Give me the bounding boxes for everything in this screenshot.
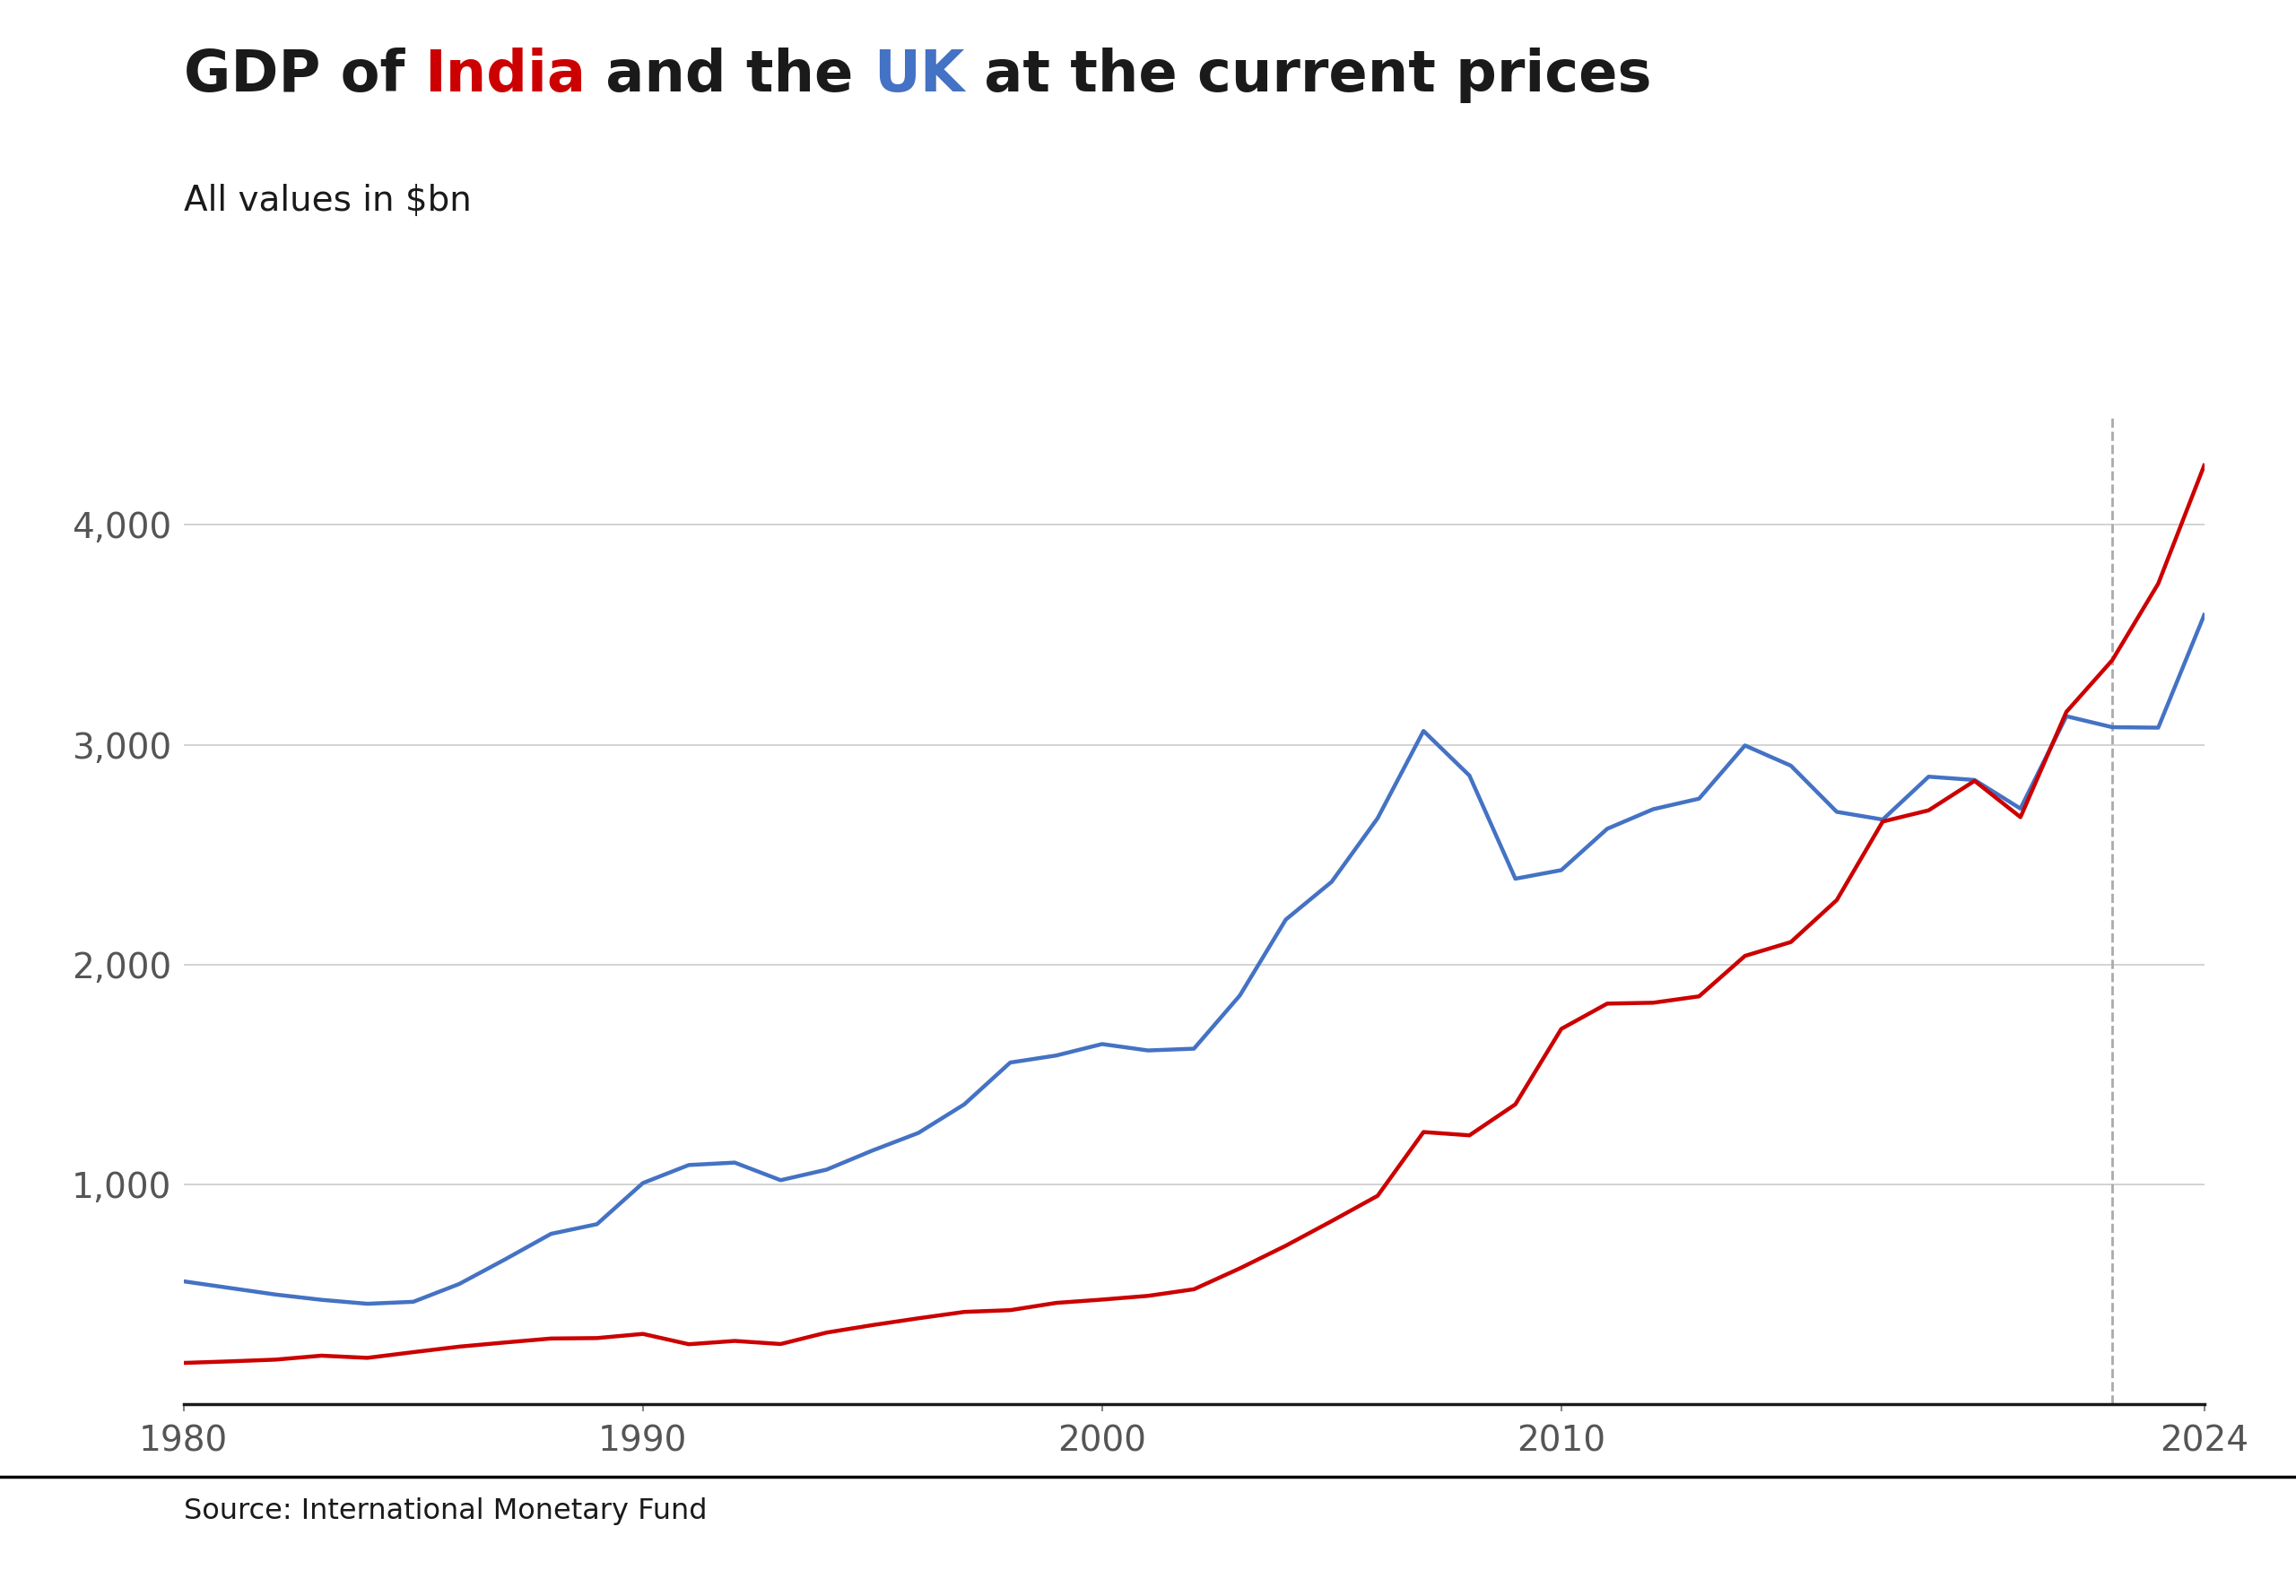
Text: Source: International Monetary Fund: Source: International Monetary Fund <box>184 1497 707 1526</box>
Text: All values in $bn: All values in $bn <box>184 184 471 217</box>
Text: BBC: BBC <box>2080 1511 2163 1550</box>
Text: India: India <box>425 48 585 104</box>
Text: GDP of: GDP of <box>184 48 425 104</box>
Text: UK: UK <box>872 48 964 104</box>
Text: and the: and the <box>585 48 872 104</box>
Text: at the current prices: at the current prices <box>964 48 1653 104</box>
